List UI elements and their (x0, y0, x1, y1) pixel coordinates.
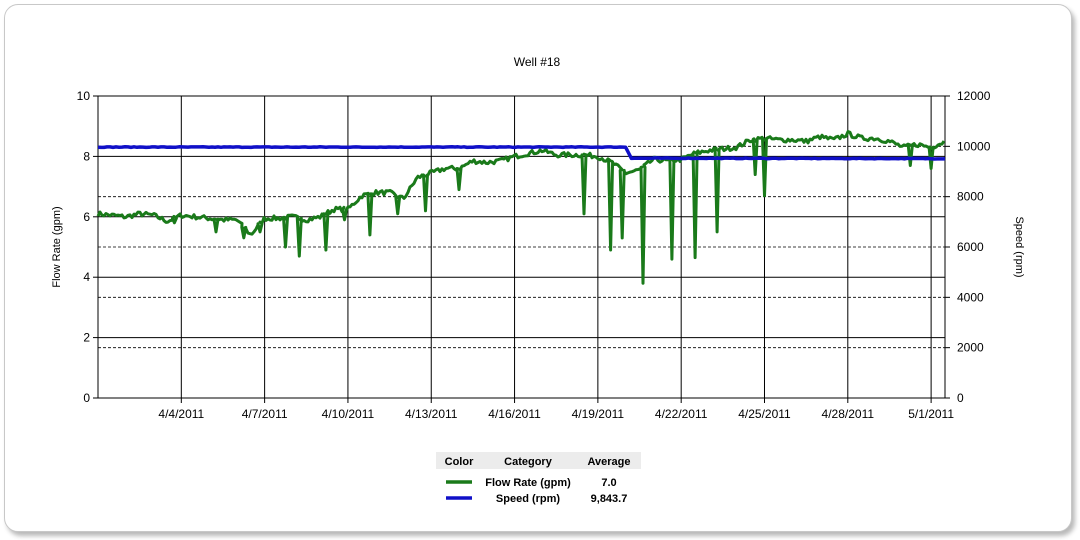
y-left-tick-label: 4 (83, 270, 90, 284)
legend-average: 9,843.7 (591, 493, 628, 505)
y-right-tick-label: 12000 (957, 89, 991, 103)
y-right-axis-label: Speed (rpm) (1013, 216, 1025, 277)
x-tick-label: 4/13/2011 (405, 407, 458, 421)
y-right-tick-label: 4000 (957, 290, 984, 304)
legend-category: Speed (rpm) (496, 493, 561, 505)
legend-category: Flow Rate (gpm) (485, 477, 571, 489)
x-tick-label: 4/28/2011 (822, 407, 875, 421)
y-right-tick-label: 8000 (957, 190, 984, 204)
x-tick-label: 4/10/2011 (322, 407, 375, 421)
y-left-tick-label: 10 (77, 89, 91, 103)
x-tick-label: 4/25/2011 (738, 407, 791, 421)
x-tick-label: 5/1/2011 (908, 407, 954, 421)
x-tick-label: 4/16/2011 (488, 407, 541, 421)
x-tick-label: 4/4/2011 (158, 407, 204, 421)
y-left-axis-label: Flow Rate (gpm) (51, 206, 63, 287)
legend-average: 7.0 (601, 477, 616, 489)
y-right-tick-label: 2000 (957, 341, 984, 355)
y-right-tick-label: 10000 (957, 139, 991, 153)
legend-header-category: Category (504, 456, 553, 468)
y-left-tick-label: 6 (83, 210, 90, 224)
y-left-tick-label: 2 (83, 331, 90, 345)
series-line-speed (97, 145, 946, 161)
x-tick-label: 4/19/2011 (572, 407, 625, 421)
legend-header-color: Color (445, 456, 474, 468)
x-tick-label: 4/22/2011 (655, 407, 708, 421)
legend-header-average: Average (587, 456, 630, 468)
legend-header-bg (436, 452, 641, 469)
y-right-tick-label: 6000 (957, 240, 984, 254)
y-left-tick-label: 0 (83, 391, 90, 405)
x-tick-label: 4/7/2011 (242, 407, 288, 421)
chart-card (4, 4, 1072, 532)
series-line-flow-rate (96, 130, 946, 285)
y-right-tick-label: 0 (957, 391, 964, 405)
chart-title: Well #18 (514, 55, 561, 69)
y-left-tick-label: 8 (83, 149, 90, 163)
